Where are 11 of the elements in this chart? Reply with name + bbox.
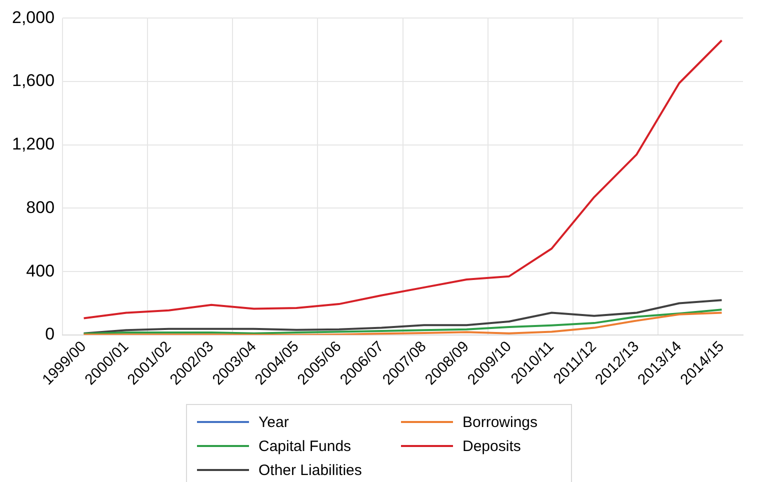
legend-label: Year <box>258 414 289 430</box>
y-tick-label: 1,200 <box>12 134 55 154</box>
y-tick-label: 1,600 <box>12 71 55 90</box>
legend-label: Deposits <box>462 438 521 454</box>
legend-label: Other Liabilities <box>258 462 362 478</box>
y-tick-label: 400 <box>26 261 55 280</box>
legend-label: Capital Funds <box>258 438 352 454</box>
y-tick-label: 800 <box>26 198 55 217</box>
y-tick-label: 0 <box>45 324 55 344</box>
legend-label: Borrowings <box>462 414 538 430</box>
y-tick-label: 2,000 <box>12 8 55 27</box>
